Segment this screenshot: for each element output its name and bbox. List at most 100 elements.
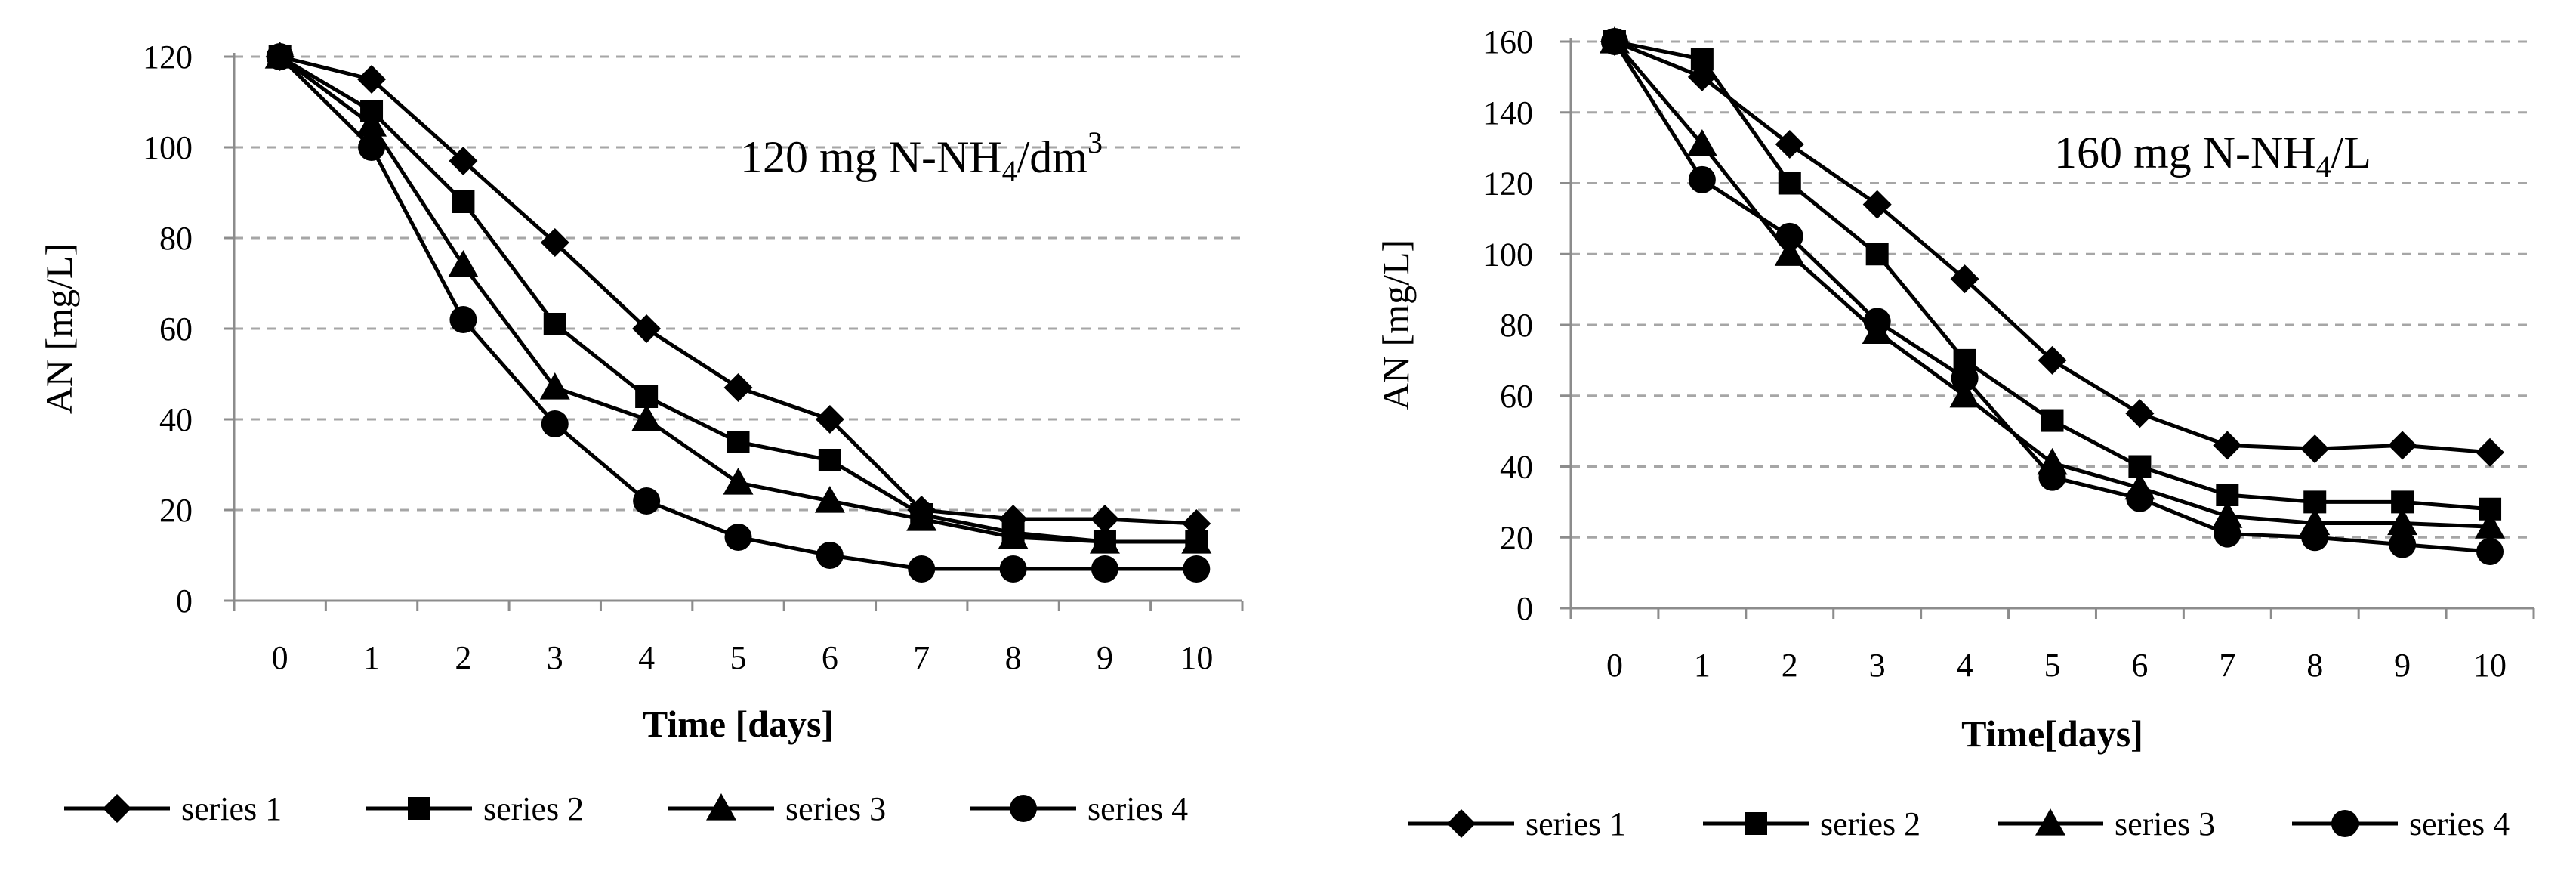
series-4 — [266, 43, 1211, 583]
data-point-circle — [449, 306, 477, 333]
data-point-circle — [2038, 463, 2066, 491]
y-tick-label: 80 — [1500, 307, 1533, 344]
series-line — [279, 54, 1197, 526]
legend-label: series 4 — [1087, 790, 1188, 827]
y-tick-label: 140 — [1483, 94, 1533, 131]
annotation-superscript: 3 — [1087, 125, 1103, 159]
y-tick-label: 160 — [1483, 23, 1533, 60]
data-point-circle — [541, 410, 569, 437]
x-tick-label: 10 — [2473, 647, 2507, 684]
data-point-diamond — [2213, 431, 2242, 460]
y-tick-label: 0 — [176, 583, 193, 620]
x-tick-label: 9 — [2394, 647, 2411, 684]
legend-item: series 3 — [668, 790, 886, 827]
legend-triangle-marker — [2035, 808, 2065, 836]
y-axis-title: AN [mg/L] — [1374, 240, 1417, 410]
data-point-triangle — [1089, 527, 1120, 554]
data-point-diamond — [449, 147, 478, 175]
x-tick-label: 7 — [2219, 647, 2235, 684]
legend: series 1 series 2 series 3 series 4 — [64, 790, 1188, 827]
legend-circle-marker — [1010, 795, 1037, 822]
x-tick-label: 4 — [638, 639, 655, 676]
y-tick-label: 80 — [159, 220, 193, 257]
legend-diamond-marker — [103, 794, 131, 823]
data-point-circle — [1183, 555, 1211, 583]
annotation-text: /dm — [1017, 132, 1087, 182]
chart-1: 0 20 40 60 80 100 120 0 1 2 3 4 5 6 7 8 9 10 AN [mg/L] Time… — [38, 39, 1244, 827]
data-point-circle — [1688, 165, 1716, 193]
legend-label: series 4 — [2409, 805, 2510, 842]
data-point-diamond — [1090, 505, 1119, 533]
legend-square-marker — [408, 797, 430, 820]
data-point-circle — [1091, 555, 1118, 583]
legend-item: series 4 — [970, 790, 1188, 827]
x-tick-label: 9 — [1097, 639, 1113, 676]
y-tick-label: 120 — [143, 39, 193, 76]
data-point-triangle — [1949, 380, 1980, 408]
y-tick-label: 60 — [159, 311, 193, 348]
data-point-diamond — [2476, 437, 2505, 467]
data-point-triangle — [448, 250, 479, 277]
data-point-diamond — [357, 65, 387, 94]
legend-diamond-marker — [1447, 809, 1476, 838]
data-point-circle — [633, 487, 661, 515]
data-point-circle — [1600, 28, 1628, 55]
data-point-circle — [724, 524, 752, 551]
data-point-circle — [2389, 530, 2417, 558]
data-point-diamond — [2125, 399, 2155, 428]
legend-label: series 3 — [785, 790, 886, 827]
x-tick-label: 5 — [730, 639, 747, 676]
x-tick-label: 0 — [272, 639, 288, 676]
x-tick-label: 3 — [1869, 647, 1886, 684]
concentration-annotation: 160 mg N-NH4/L — [2054, 128, 2371, 184]
x-tick-label: 3 — [547, 639, 563, 676]
data-point-square — [2041, 409, 2064, 432]
x-tick-label: 2 — [1782, 647, 1798, 684]
data-point-triangle — [2212, 501, 2243, 528]
x-axis-title: Time [days] — [643, 703, 834, 745]
legend-label: series 2 — [483, 790, 584, 827]
data-point-diamond — [1862, 190, 1892, 219]
data-point-circle — [2476, 538, 2504, 565]
x-tick-label: 4 — [1957, 647, 1973, 684]
x-tick-label: 0 — [1606, 647, 1623, 684]
x-tick-label: 6 — [822, 639, 838, 676]
y-tick-label: 100 — [143, 129, 193, 166]
data-point-triangle — [631, 404, 662, 431]
legend-label: series 1 — [1526, 805, 1626, 842]
data-point-diamond — [723, 373, 753, 402]
annotation-subscript: 4 — [2316, 150, 2331, 184]
data-point-circle — [2301, 524, 2329, 552]
legend: series 1 series 2 series 3 series 4 — [1408, 805, 2510, 842]
y-tick-label: 20 — [1500, 519, 1533, 556]
x-tick-label: 1 — [363, 639, 380, 676]
legend-item: series 1 — [64, 790, 282, 827]
legend-square-marker — [1745, 812, 1767, 835]
data-point-triangle — [723, 468, 754, 495]
x-tick-label: 8 — [2306, 647, 2323, 684]
y-tick-label: 120 — [1483, 165, 1533, 202]
y-tick-label: 100 — [1483, 236, 1533, 273]
x-tick-label: 1 — [1694, 647, 1711, 684]
annotation-subscript: 4 — [1002, 154, 1017, 188]
data-point-circle — [1775, 222, 1803, 250]
data-point-triangle — [906, 504, 937, 531]
data-point-triangle — [1774, 239, 1805, 266]
data-point-diamond — [632, 314, 662, 343]
y-tick-label: 60 — [1500, 378, 1533, 415]
data-point-diamond — [815, 405, 844, 434]
data-point-circle — [1863, 308, 1891, 335]
x-tick-label: 5 — [2044, 647, 2061, 684]
series-3 — [264, 42, 1212, 554]
legend-label: series 3 — [2115, 805, 2215, 842]
legend-item: series 2 — [1703, 805, 1920, 842]
concentration-annotation: 120 mg N-NH4/dm3 — [740, 125, 1103, 188]
legend-item: series 4 — [2292, 805, 2510, 842]
data-point-circle — [816, 542, 844, 569]
annotation-text: /L — [2331, 128, 2371, 178]
legend-label: series 2 — [1820, 805, 1920, 842]
data-point-square — [818, 449, 841, 471]
x-tick-label: 6 — [2131, 647, 2148, 684]
series-1 — [265, 42, 1211, 538]
